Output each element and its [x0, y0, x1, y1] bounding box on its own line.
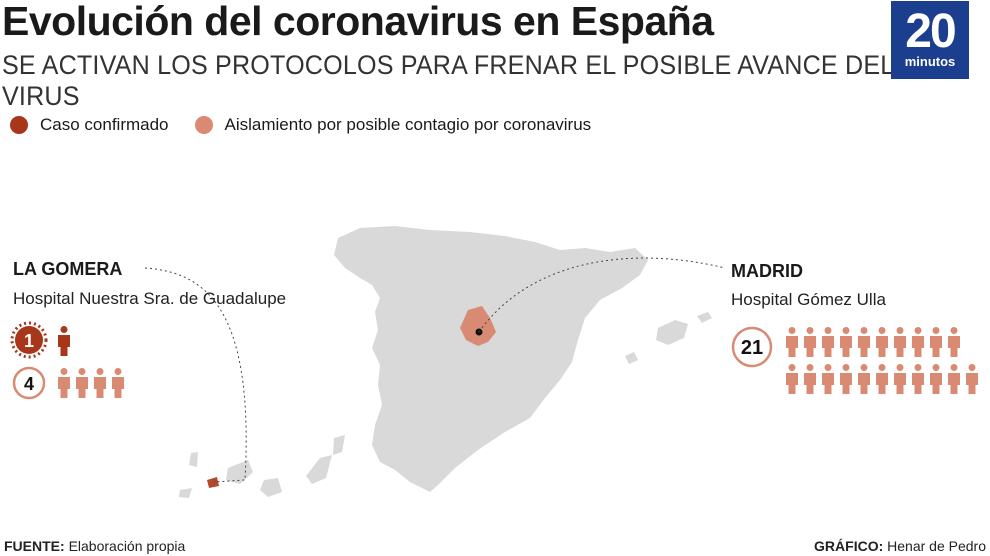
el-hierro-shape: [179, 488, 192, 498]
la-gomera-isolated-count: 4: [24, 374, 34, 394]
logo-number: 20: [905, 5, 956, 58]
person-icon: [58, 368, 70, 398]
person-icon: [786, 364, 798, 394]
legend-label-confirmed: Caso confirmado: [40, 115, 169, 134]
person-icon: [858, 364, 870, 394]
logo-word: minutos: [904, 54, 956, 69]
person-icon: [930, 327, 942, 357]
person-icon: [966, 364, 978, 394]
isolated-dot-icon: [194, 116, 213, 134]
confirmed-dot-icon: [10, 116, 28, 134]
la-gomera-isolated-badge: [12, 366, 46, 400]
person-icon: [876, 364, 888, 394]
footer-source-value: Elaboración propia: [68, 538, 186, 554]
person-icon: [840, 327, 852, 357]
person-icon: [112, 368, 124, 398]
footer-credit-value: Henar de Pedro: [887, 538, 986, 554]
la-gomera-confirmed-count: 1: [24, 331, 34, 351]
la-gomera-shape: [207, 477, 219, 488]
person-icon: [786, 327, 798, 357]
legend-item-confirmed: Caso confirmado: [10, 115, 169, 135]
person-icon: [840, 364, 852, 394]
fuerteventura-shape: [306, 455, 332, 484]
legend-label-isolated: Aislamiento por posible contagio por cor…: [224, 115, 592, 134]
ibiza-shape: [625, 352, 638, 364]
person-icon: [948, 327, 960, 357]
person-icon: [876, 327, 888, 357]
person-icon: [894, 327, 906, 357]
madrid-isolated-count: 21: [741, 337, 763, 359]
madrid-isolated-badge: [731, 326, 773, 368]
la-gomera-confirmed-people: [58, 326, 70, 356]
person-icon: [804, 327, 816, 357]
person-icon: [804, 364, 816, 394]
footer-source-label: FUENTE:: [4, 538, 65, 554]
tenerife-shape: [226, 460, 253, 484]
page-title: Evolución del coronavirus en España: [2, 0, 714, 44]
menorca-shape: [697, 312, 712, 323]
la-gomera-name: LA GOMERA: [13, 259, 123, 279]
spain-mainland-shape: [334, 226, 648, 492]
person-icon: [948, 364, 960, 394]
person-icon: [894, 364, 906, 394]
legend: Caso confirmado Aislamiento por posible …: [10, 115, 617, 135]
la-palma-shape: [189, 452, 198, 467]
person-icon: [930, 364, 942, 394]
mallorca-shape: [656, 320, 688, 345]
la-gomera-confirmed-badge: [10, 321, 48, 359]
la-gomera-isolated-people: [58, 368, 124, 398]
brand-logo: 20 minutos: [891, 1, 969, 79]
legend-item-isolated: Aislamiento por posible contagio por cor…: [194, 115, 592, 135]
person-icon: [858, 327, 870, 357]
madrid-isolated-people: [786, 327, 978, 394]
madrid-region-shape: [460, 306, 496, 346]
page-subtitle: SE ACTIVAN LOS PROTOCOLOS PARA FRENAR EL…: [2, 50, 894, 111]
person-icon: [58, 326, 70, 356]
lanzarote-shape: [333, 435, 345, 455]
person-icon: [94, 368, 106, 398]
footer-source: FUENTE: Elaboración propia: [4, 538, 185, 554]
person-icon: [76, 368, 88, 398]
footer-credit: GRÁFICO: Henar de Pedro: [814, 538, 986, 554]
la-gomera-hospital: Hospital Nuestra Sra. de Guadalupe: [13, 289, 287, 308]
person-icon: [912, 327, 924, 357]
gran-canaria-shape: [260, 478, 282, 497]
footer-credit-label: GRÁFICO:: [814, 538, 884, 554]
madrid-name: MADRID: [731, 261, 803, 281]
madrid-hospital: Hospital Gómez Ulla: [731, 290, 886, 309]
person-icon: [912, 364, 924, 394]
person-icon: [822, 327, 834, 357]
person-icon: [822, 364, 834, 394]
